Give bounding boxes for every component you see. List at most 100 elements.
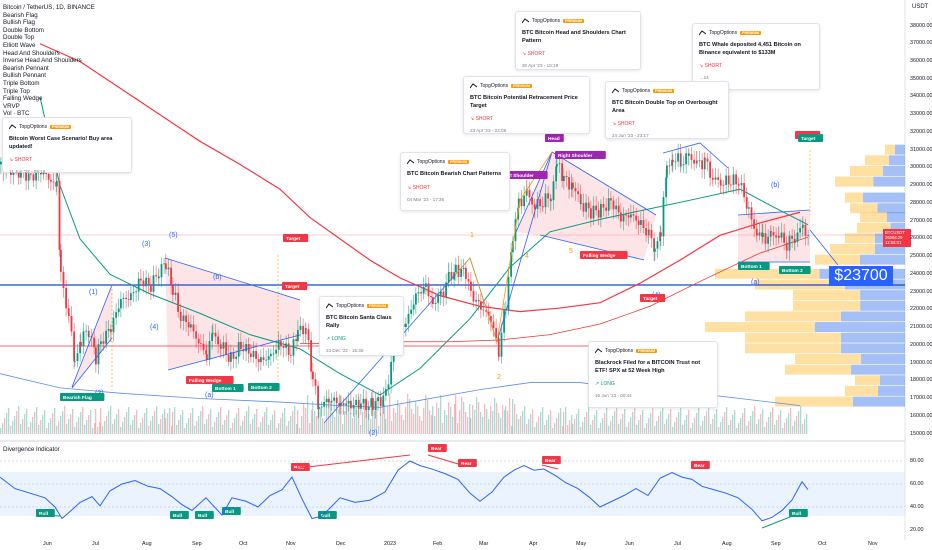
volume-bar <box>716 409 718 434</box>
legend-item[interactable]: Elliott Wave <box>3 41 36 49</box>
legend-item[interactable]: Bullish Flag <box>3 19 35 27</box>
volume-bar <box>642 410 644 434</box>
candle-body <box>265 359 267 361</box>
legend-item[interactable]: Double Bottom <box>3 26 44 34</box>
volume-bar <box>500 418 502 434</box>
idea-title[interactable]: Bitcoin Worst Case Scenario! Buy area up… <box>9 136 113 150</box>
candle-body <box>295 339 297 342</box>
volume-bar <box>463 402 465 434</box>
volume-profile-bar <box>895 144 905 155</box>
idea-card[interactable]: TopgOptions PREMIUM Blackrock Filed for a… <box>588 341 718 408</box>
idea-card[interactable]: TopgOptions PREMIUM Bitcoin Worst Case Sc… <box>2 117 132 174</box>
symbol-title[interactable]: Bitcoin / TetherUS, 1D, BINANCE <box>3 4 95 11</box>
idea-direction: ↘ SHORT <box>699 63 723 69</box>
pattern-tag: Target <box>285 284 300 290</box>
candle-body <box>62 271 65 288</box>
idea-title[interactable]: Blackrock Filed for a BITCOIN Trust not … <box>595 360 701 374</box>
volume-bar <box>44 410 46 434</box>
volume-bar <box>384 405 386 434</box>
idea-title[interactable]: BTC Whale deposited 4,451 Bitcoin on Bin… <box>699 42 801 56</box>
idea-title[interactable]: BTC Bitcoin Bearish Chart Patterns <box>407 171 502 177</box>
volume-bar <box>492 411 494 434</box>
volume-bar <box>694 418 696 434</box>
idea-title[interactable]: BTC Bitcoin Double Top on Overbought Are… <box>612 100 718 114</box>
volume-bar <box>380 413 382 434</box>
idea-card[interactable]: TopgOptions PREMIUM BTC Bitcoin Head and … <box>515 11 641 70</box>
volume-bar <box>22 419 24 434</box>
volume-bar <box>580 427 582 434</box>
volume-bar <box>0 428 2 434</box>
candle-body <box>561 163 563 181</box>
pattern-tag: Left Shoulder <box>503 173 534 179</box>
volume-bar <box>84 425 86 434</box>
volume-bar <box>128 407 130 434</box>
candle-body <box>460 268 462 277</box>
candle-body <box>170 267 172 286</box>
volume-bar <box>798 411 800 434</box>
idea-card[interactable]: TopgOptions PREMIUM BTC Whale deposited 4… <box>692 23 820 90</box>
volume-bar <box>348 403 350 434</box>
volume-bar <box>364 399 366 434</box>
candle-body <box>405 323 407 327</box>
candle-body <box>330 400 333 403</box>
idea-card[interactable]: TopgOptions PREMIUM BTC Bitcoin Double To… <box>605 81 729 139</box>
candle-body <box>622 214 625 222</box>
legend-item[interactable]: Bearish Pennant <box>3 64 49 72</box>
volume-profile-bar <box>745 343 841 354</box>
legend-item[interactable]: Falling Wedge <box>3 95 43 103</box>
idea-title[interactable]: BTC Bitcoin Santa Claus Rally <box>326 315 392 329</box>
volume-bar <box>397 400 399 434</box>
volume-bar <box>567 425 569 434</box>
legend-item[interactable]: Bullish Pennant <box>3 72 46 80</box>
idea-direction: ↘ SHORT <box>522 51 546 57</box>
volume-bar <box>514 404 516 434</box>
price-tick-label: 36000.00 <box>910 57 932 64</box>
volume-bar <box>311 410 313 434</box>
idea-title[interactable]: BTC Bitcoin Potential Retracement Price … <box>470 95 578 109</box>
candle-body <box>767 236 769 244</box>
candle-body <box>722 184 725 186</box>
volume-bar <box>454 404 456 434</box>
idea-card[interactable]: TopgOptions PREMIUM BTC Bitcoin Potential… <box>463 76 590 134</box>
candle-body <box>212 332 214 334</box>
candle-body <box>333 397 335 401</box>
indicator-legend: Bitcoin / TetherUS, 1D, BINANCE Bearish F… <box>3 4 95 133</box>
volume-bar <box>214 422 216 434</box>
volume-bar <box>544 425 546 434</box>
legend-item[interactable]: Inverse Head And Shoulders <box>3 57 82 65</box>
time-tick-label: Sep <box>192 541 202 547</box>
idea-card[interactable]: TopgOptions PREMIUM BTC Bitcoin Santa Cla… <box>319 296 404 356</box>
legend-item[interactable]: Bearish Flag <box>3 11 38 19</box>
volume-bar <box>710 424 712 434</box>
candle-body <box>367 406 370 411</box>
volume-bar <box>486 409 488 434</box>
idea-card[interactable]: TopgOptions PREMIUM BTC Bitcoin Bearish C… <box>400 152 510 211</box>
volume-bar <box>714 414 716 434</box>
indicator-tick-label: 80.00 <box>910 457 924 464</box>
legend-item[interactable]: Triple Bottom <box>3 79 40 87</box>
volume-profile-bar <box>841 343 905 354</box>
candle-body <box>762 233 764 237</box>
legend-item[interactable]: Double Top <box>3 34 35 42</box>
candle-body <box>807 235 809 237</box>
last-price-value: 26068.29 <box>885 235 903 241</box>
volume-bar <box>448 402 450 434</box>
volume-bar <box>158 424 160 434</box>
volume-bar <box>742 413 744 434</box>
volume-bar <box>262 417 264 434</box>
volume-bar <box>30 422 32 434</box>
volume-bar <box>332 412 334 434</box>
volume-bar <box>706 411 708 434</box>
candle-body <box>585 202 587 212</box>
legend-item[interactable]: Vol · BTC <box>3 110 30 118</box>
volume-bar <box>260 422 262 434</box>
candle-body <box>648 229 650 231</box>
legend-item[interactable]: VRVP <box>3 102 20 110</box>
volume-bar <box>546 420 548 434</box>
legend-item[interactable]: Triple Top <box>3 87 30 95</box>
candle-body <box>714 177 717 180</box>
idea-title[interactable]: BTC Bitcoin Head and Shoulders Chart Pat… <box>522 30 626 44</box>
volume-bar <box>395 413 397 434</box>
price-tick-label: 27000.00 <box>910 217 932 224</box>
legend-item[interactable]: Head And Shoulders <box>3 49 60 57</box>
